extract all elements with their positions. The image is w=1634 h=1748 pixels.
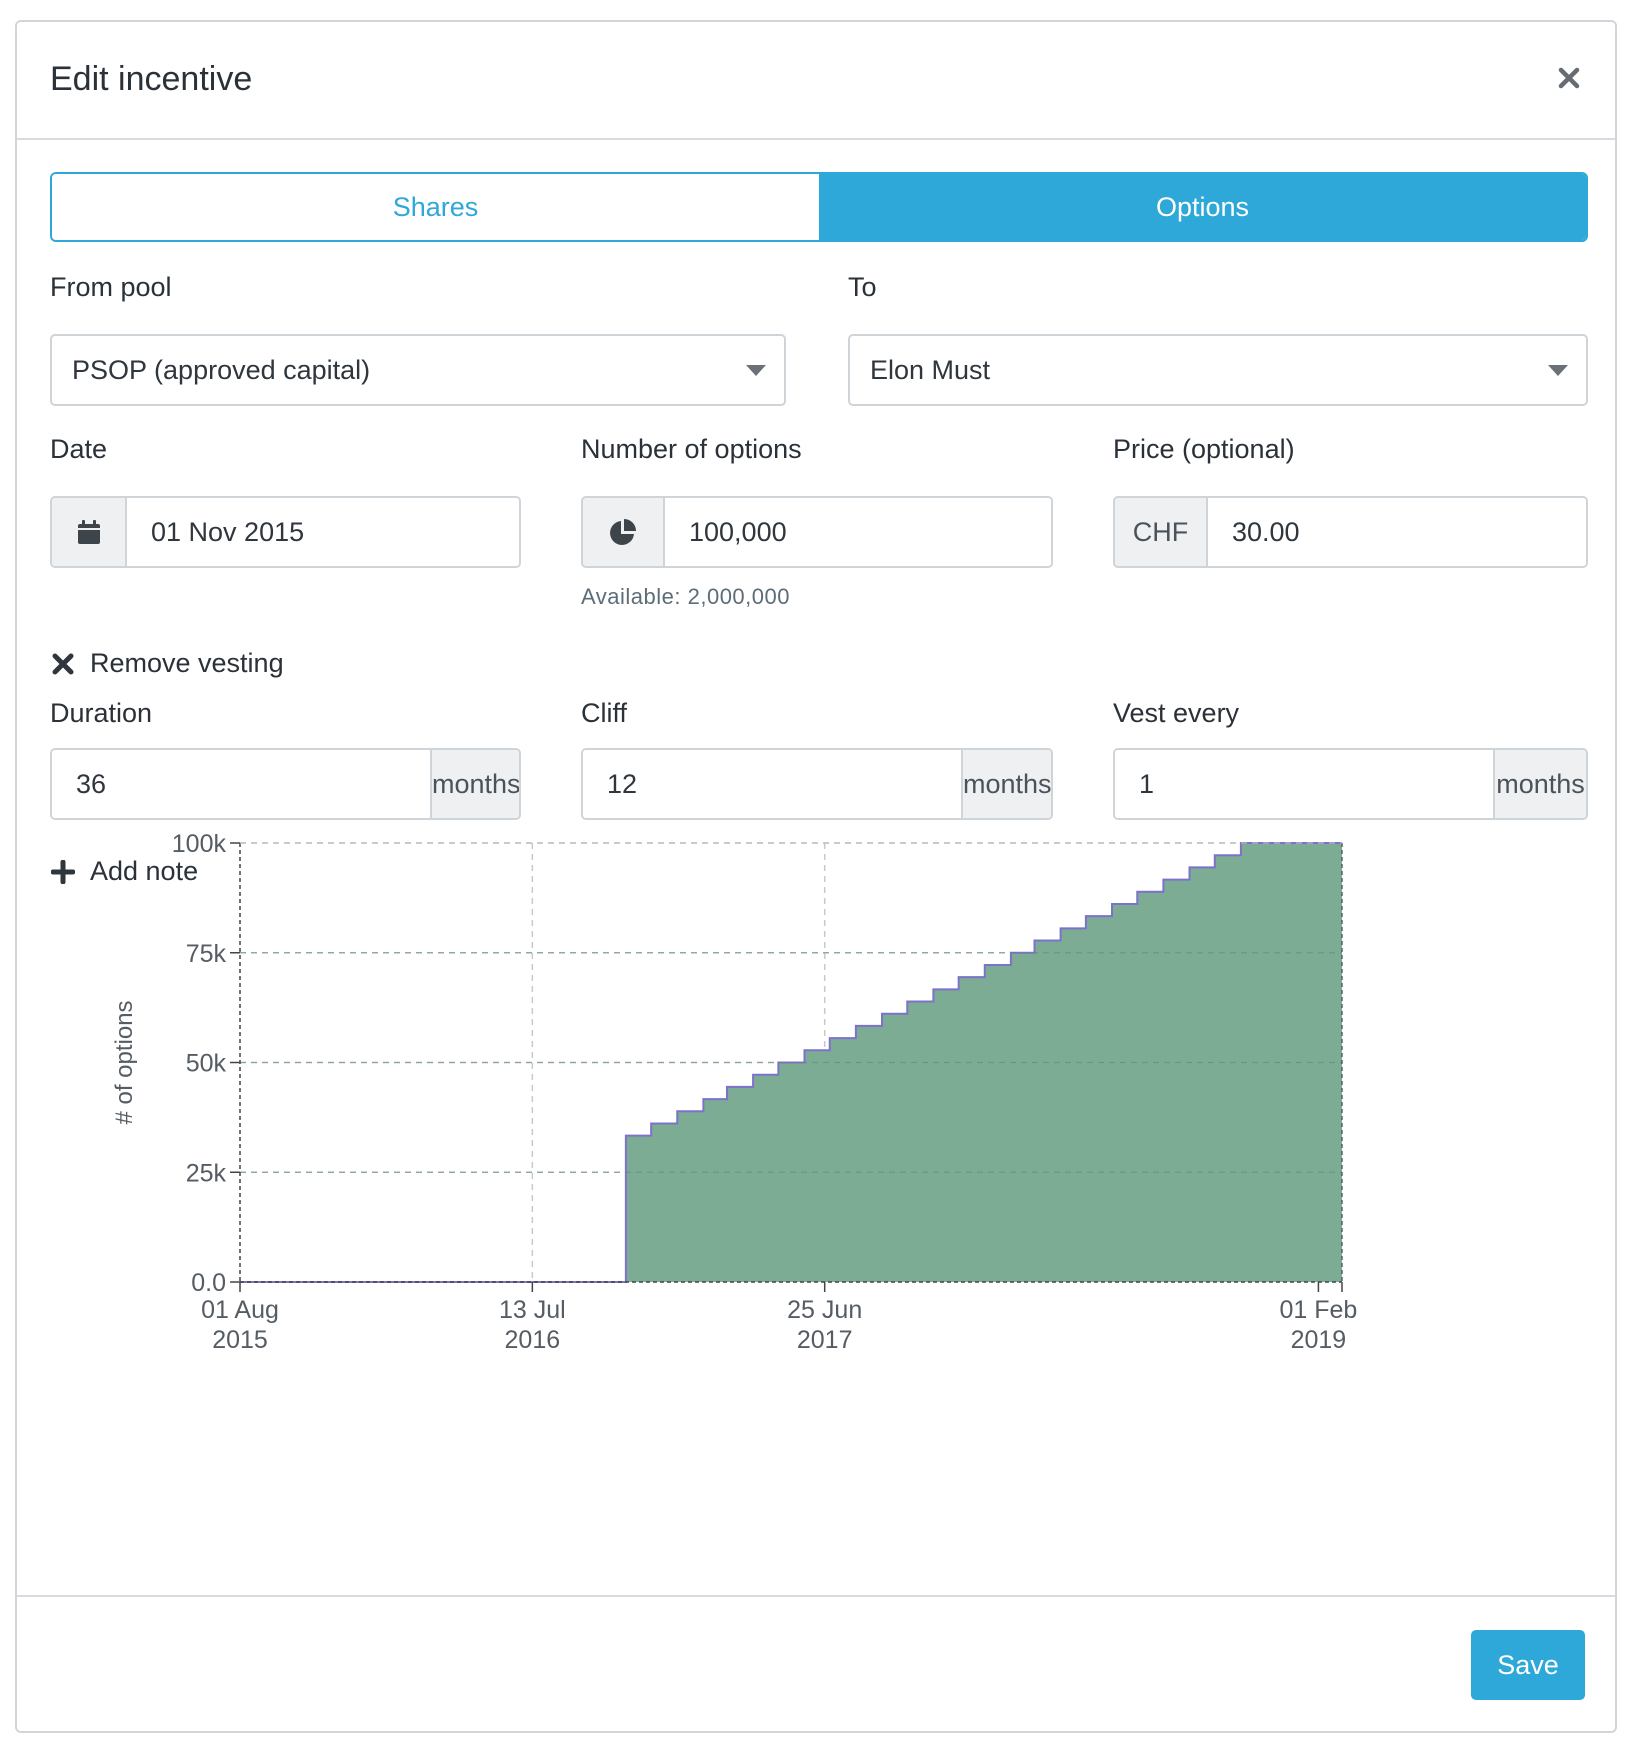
close-icon <box>1558 67 1580 89</box>
number-of-options-field[interactable] <box>665 498 1051 566</box>
x-tick-label: 01 Feb <box>1279 1296 1357 1324</box>
pie-chart-icon <box>610 519 636 545</box>
duration-label: Duration <box>50 698 153 728</box>
y-tick-label: 25k <box>186 1159 227 1187</box>
x-tick-label-year: 2017 <box>797 1326 853 1354</box>
chevron-down-icon <box>746 365 766 376</box>
close-button[interactable] <box>1551 60 1587 96</box>
y-tick-label: 75k <box>186 940 227 968</box>
x-tick-label-year: 2016 <box>505 1326 561 1354</box>
x-tick-label: 01 Aug <box>201 1296 279 1324</box>
add-note-label: Add note <box>90 856 199 886</box>
x-icon <box>50 651 76 677</box>
modal-title: Edit incentive <box>50 60 253 98</box>
number-of-options-input-group <box>581 496 1053 568</box>
to-label: To <box>848 272 877 302</box>
vest-every-label: Vest every <box>1113 698 1240 728</box>
add-note-link[interactable]: Add note <box>50 856 198 887</box>
to-select[interactable]: Elon Must <box>848 334 1588 406</box>
remove-vesting-label: Remove vesting <box>90 648 284 678</box>
vest-every-input-group: months <box>1113 748 1588 820</box>
date-field[interactable] <box>127 498 519 566</box>
price-input-group: CHF <box>1113 496 1588 568</box>
from-pool-value: PSOP (approved capital) <box>72 354 371 385</box>
price-field[interactable] <box>1208 498 1586 566</box>
incentive-type-toggle: Shares Options <box>50 172 1588 242</box>
tab-options[interactable]: Options <box>819 174 1586 240</box>
x-tick-label-year: 2015 <box>212 1326 268 1354</box>
chevron-down-icon <box>1548 365 1568 376</box>
from-pool-select[interactable]: PSOP (approved capital) <box>50 334 786 406</box>
modal-header: Edit incentive <box>17 22 1615 140</box>
y-axis-label: # of options <box>111 1000 138 1124</box>
tab-shares[interactable]: Shares <box>52 174 819 240</box>
duration-input-group: months <box>50 748 521 820</box>
vest-every-unit: months <box>1493 750 1586 818</box>
y-tick-label: 50k <box>186 1050 227 1078</box>
duration-field[interactable] <box>52 750 430 818</box>
price-label: Price (optional) <box>1113 434 1295 464</box>
to-value: Elon Must <box>870 354 991 385</box>
y-tick-label: 0.0 <box>191 1269 226 1297</box>
plus-icon <box>50 859 76 885</box>
cliff-input-group: months <box>581 748 1053 820</box>
pie-chart-addon <box>583 498 665 566</box>
save-button[interactable]: Save <box>1471 1630 1585 1700</box>
date-label: Date <box>50 434 108 464</box>
vesting-line <box>240 842 1342 1283</box>
y-tick-label: 100k <box>172 830 227 858</box>
cliff-field[interactable] <box>583 750 961 818</box>
number-of-options-label: Number of options <box>581 434 802 464</box>
remove-vesting-link[interactable]: Remove vesting <box>50 648 284 679</box>
from-pool-label: From pool <box>50 272 172 302</box>
x-tick-label: 25 Jun <box>787 1296 862 1324</box>
x-tick-label: 13 Jul <box>499 1296 566 1324</box>
cliff-unit: months <box>961 750 1051 818</box>
modal-footer: Save <box>17 1595 1615 1731</box>
cliff-label: Cliff <box>581 698 628 728</box>
vest-every-field[interactable] <box>1115 750 1493 818</box>
calendar-icon <box>77 520 100 544</box>
date-input-group <box>50 496 521 568</box>
duration-unit: months <box>430 750 519 818</box>
x-tick-label-year: 2019 <box>1291 1326 1347 1354</box>
edit-incentive-modal: Edit incentive Shares Options From pool … <box>15 20 1617 1733</box>
currency-addon: CHF <box>1115 498 1208 566</box>
available-hint: Available: 2,000,000 <box>581 584 790 609</box>
calendar-addon[interactable] <box>52 498 127 566</box>
